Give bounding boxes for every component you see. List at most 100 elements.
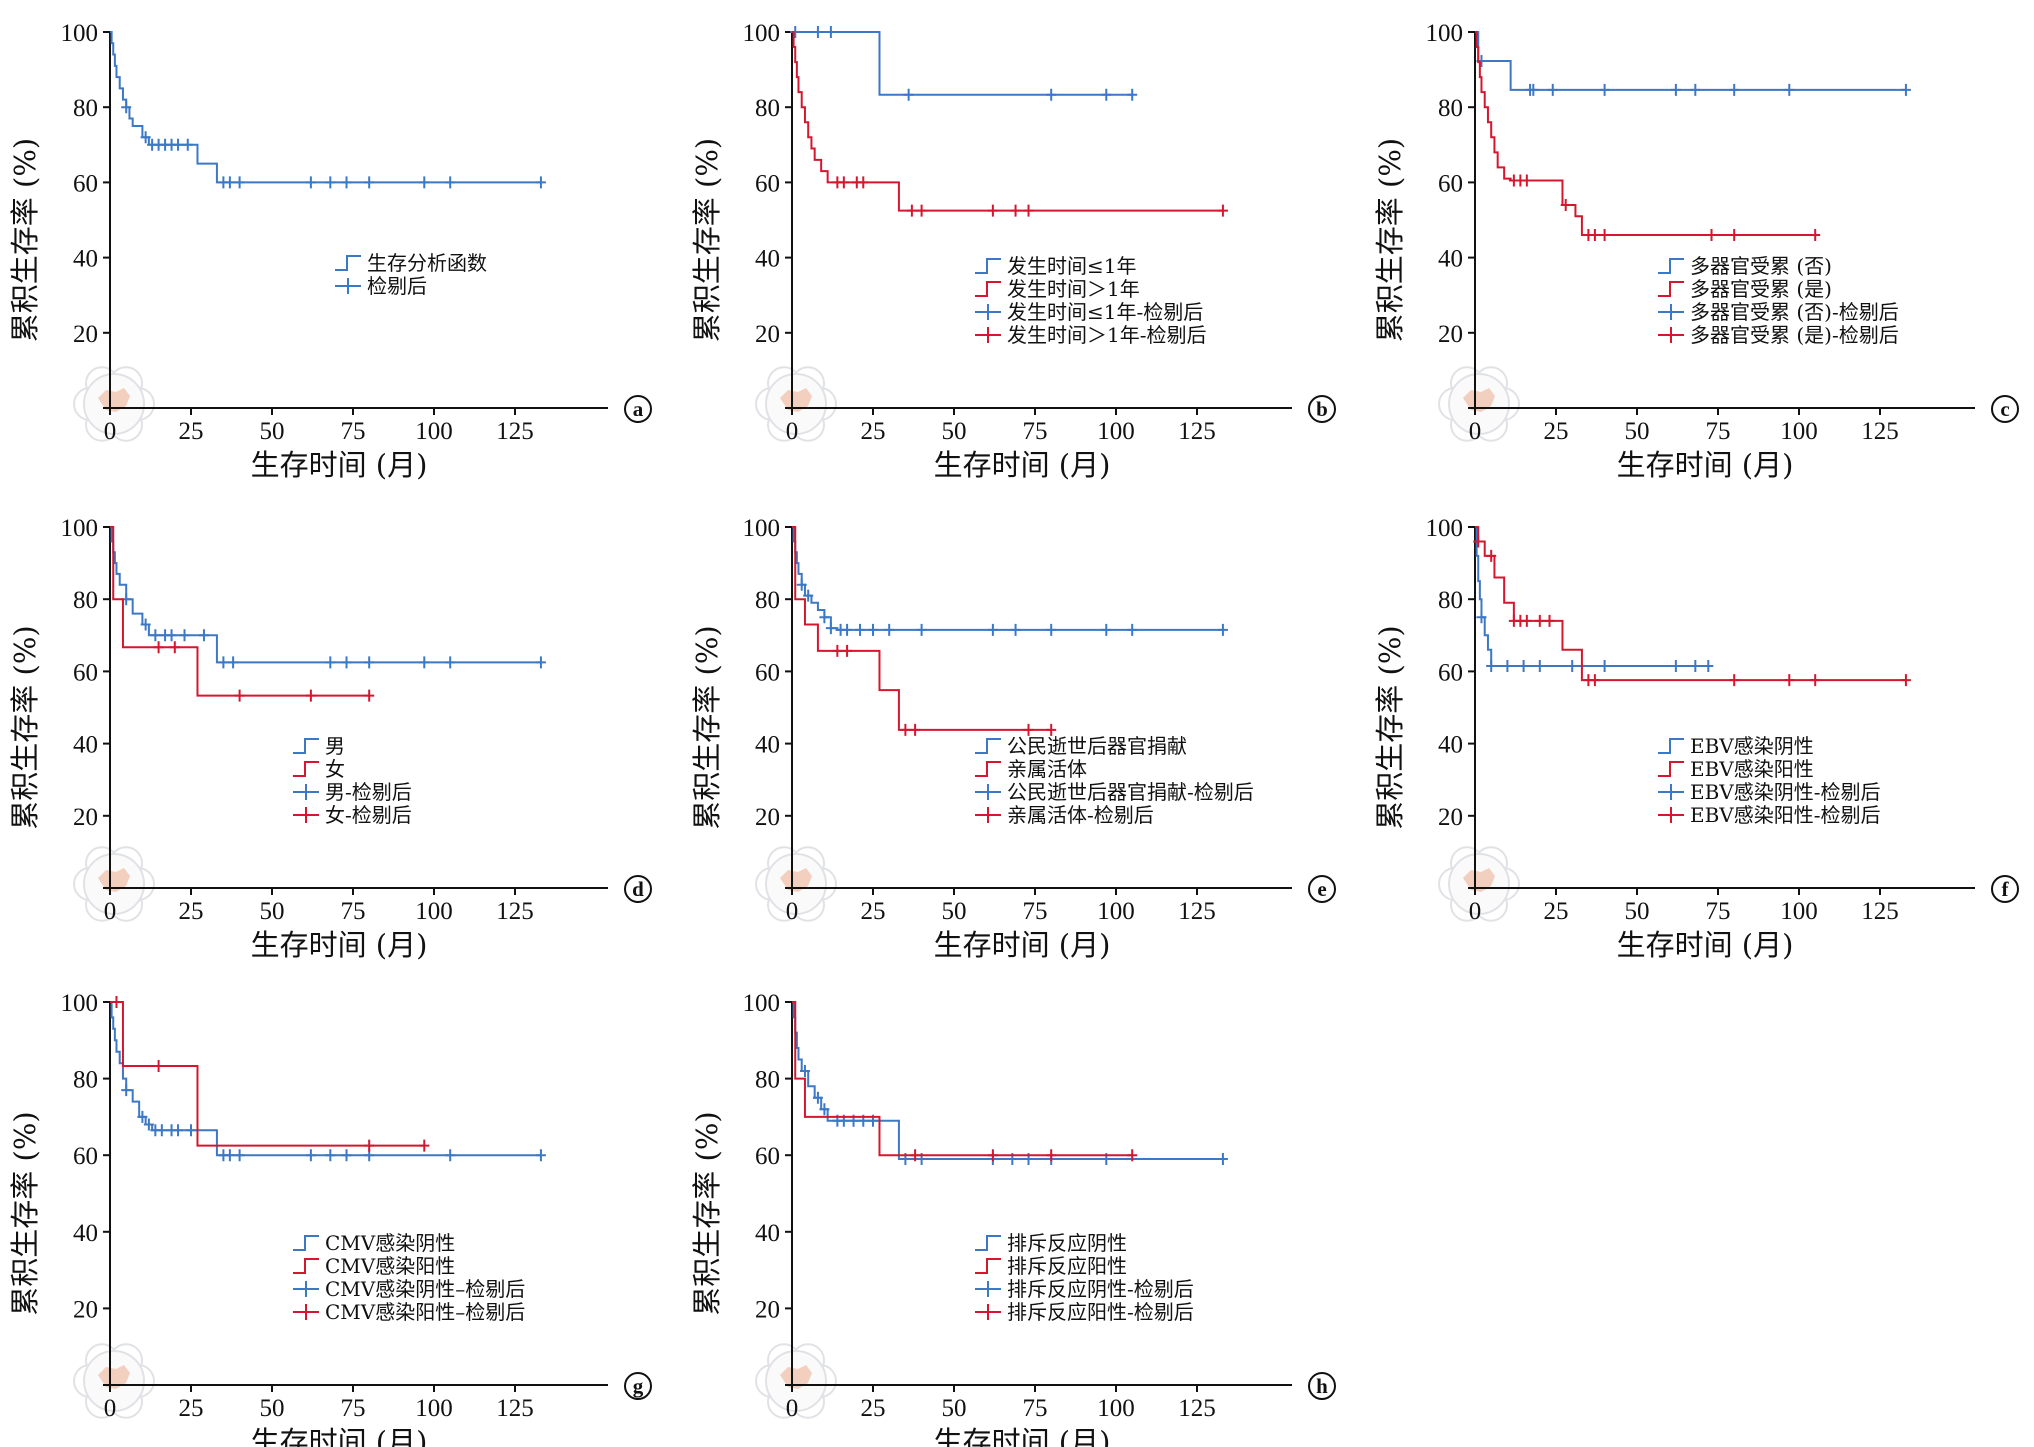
- legend-label: EBV感染阳性-检剔后: [1690, 803, 1881, 827]
- watermark-map: [780, 868, 812, 892]
- censor-mark-blue: [790, 26, 801, 38]
- watermark-map: [780, 388, 812, 412]
- censor-mark-blue: [1670, 659, 1681, 672]
- censor-mark-red: [305, 689, 316, 702]
- censor-mark-blue: [1127, 88, 1138, 101]
- censor-mark-red: [1534, 614, 1545, 627]
- panel-letter-circle: [1308, 875, 1336, 903]
- x-tick-label: 0: [104, 898, 117, 925]
- y-tick-label: 40: [1438, 732, 1463, 759]
- y-axis-title: 累积生存率 (%): [690, 138, 724, 342]
- chart-panel-b: 20 40 60 80 100 0 25 50 75 100 125 生存时间 (月) 累积生存率 (%…: [690, 20, 1336, 482]
- watermark-map: [98, 388, 130, 412]
- panel-letter-circle: [624, 875, 652, 903]
- panel-letter: b: [1316, 397, 1328, 421]
- x-tick-label: 50: [1625, 898, 1650, 925]
- legend-label: 发生时间＞1年: [1007, 277, 1140, 301]
- censor-mark-blue: [1046, 623, 1057, 636]
- x-tick-label: 0: [786, 898, 799, 925]
- censor-mark-blue: [419, 176, 430, 189]
- censor-mark-blue: [234, 1149, 245, 1162]
- panel-letter-circle: [624, 395, 652, 423]
- censor-mark-blue: [1729, 83, 1740, 96]
- legend-label: 多器官受累 (是)-检剔后: [1690, 323, 1899, 347]
- legend-censor-swatch: [293, 1304, 319, 1320]
- watermark-map: [1463, 388, 1495, 412]
- legend-censor-swatch: [293, 784, 319, 800]
- censor-mark-red: [1810, 674, 1821, 687]
- censor-mark-blue: [987, 623, 998, 636]
- legend-label: 排斥反应阴性-检剔后: [1007, 1277, 1194, 1301]
- x-tick-label: 125: [1178, 1395, 1216, 1422]
- legend-step-swatch: [975, 738, 1001, 754]
- censor-mark-red: [1473, 535, 1484, 548]
- legend-step-swatch: [975, 281, 1001, 297]
- censor-mark-blue: [156, 1124, 167, 1137]
- censor-mark-blue: [799, 1064, 810, 1077]
- panel-letter: h: [1316, 1374, 1328, 1398]
- legend-label: CMV感染阳性: [325, 1254, 455, 1278]
- censor-mark-red: [916, 204, 927, 217]
- legend-label: EBV感染阳性: [1690, 757, 1814, 781]
- censor-mark-red: [838, 176, 849, 189]
- censor-mark-blue: [868, 623, 878, 636]
- chart-panel-d: 20 40 60 80 100 0 25 50 75 100 125 生存时间 (月) 累积生存率 (%…: [8, 515, 652, 962]
- legend-step-swatch: [293, 761, 319, 777]
- censor-mark-blue: [137, 1110, 148, 1123]
- x-tick-label: 100: [415, 898, 453, 925]
- x-tick-label: 25: [179, 1395, 204, 1422]
- y-tick-label: 60: [73, 170, 98, 197]
- censor-mark-blue: [364, 656, 375, 669]
- x-tick-label: 125: [1178, 898, 1216, 925]
- panel-letter-circle: [1991, 395, 2019, 423]
- y-tick-label: 20: [1438, 321, 1463, 348]
- km-curve-d-red: [110, 526, 370, 697]
- legend-label: 男-检剔后: [325, 780, 412, 804]
- legend-label: EBV感染阴性-检剔后: [1690, 780, 1881, 804]
- x-tick-label: 100: [1780, 418, 1818, 445]
- x-tick-label: 100: [1097, 418, 1135, 445]
- censor-mark-blue: [535, 176, 546, 189]
- x-axis-title: 生存时间 (月): [251, 1425, 428, 1447]
- censor-mark-red: [1486, 549, 1497, 562]
- censor-mark-blue: [1534, 659, 1545, 672]
- censor-mark-blue: [224, 176, 235, 189]
- y-tick-label: 60: [1438, 659, 1463, 686]
- censor-mark-red: [169, 641, 180, 654]
- y-axis-title: 累积生存率 (%): [8, 625, 42, 829]
- x-tick-label: 0: [104, 1395, 117, 1422]
- y-axis-title: 累积生存率 (%): [690, 625, 724, 829]
- censor-mark-blue: [1502, 659, 1513, 672]
- x-tick-label: 25: [861, 418, 886, 445]
- y-tick-label: 100: [743, 20, 781, 47]
- km-curve-b-red: [792, 31, 1223, 212]
- censor-mark-red: [153, 1059, 164, 1072]
- x-tick-label: 100: [415, 418, 453, 445]
- legend-step-swatch: [975, 761, 1001, 777]
- censor-mark-red: [1599, 229, 1610, 242]
- censor-mark-blue: [825, 622, 836, 635]
- legend-step-swatch: [1658, 281, 1684, 297]
- y-tick-label: 20: [73, 1296, 98, 1323]
- censor-mark-blue: [812, 26, 823, 38]
- legend-label: 生存分析函数: [367, 251, 487, 275]
- legend-censor-swatch: [293, 1281, 319, 1297]
- censor-mark-blue: [819, 1103, 830, 1116]
- legend-label: 多器官受累 (是): [1690, 277, 1832, 301]
- censor-mark-blue: [884, 623, 895, 636]
- y-tick-label: 60: [73, 1143, 98, 1170]
- panel-letter: g: [633, 1374, 644, 1398]
- censor-mark-red: [1217, 204, 1228, 217]
- censor-mark-red: [1729, 229, 1740, 242]
- censor-mark-blue: [1217, 623, 1228, 636]
- x-tick-label: 0: [104, 418, 117, 445]
- censor-mark-red: [1127, 1149, 1138, 1162]
- y-tick-label: 80: [755, 95, 780, 122]
- x-tick-label: 50: [260, 898, 285, 925]
- chart-panel-e: 20 40 60 80 100 0 25 50 75 100 125 生存时间 (月) 累积生存率 (%…: [690, 515, 1336, 962]
- censor-mark-blue: [182, 138, 193, 151]
- censor-mark-blue: [796, 578, 807, 591]
- x-tick-label: 125: [496, 898, 534, 925]
- legend-censor-swatch: [975, 1304, 1001, 1320]
- x-tick-label: 125: [496, 418, 534, 445]
